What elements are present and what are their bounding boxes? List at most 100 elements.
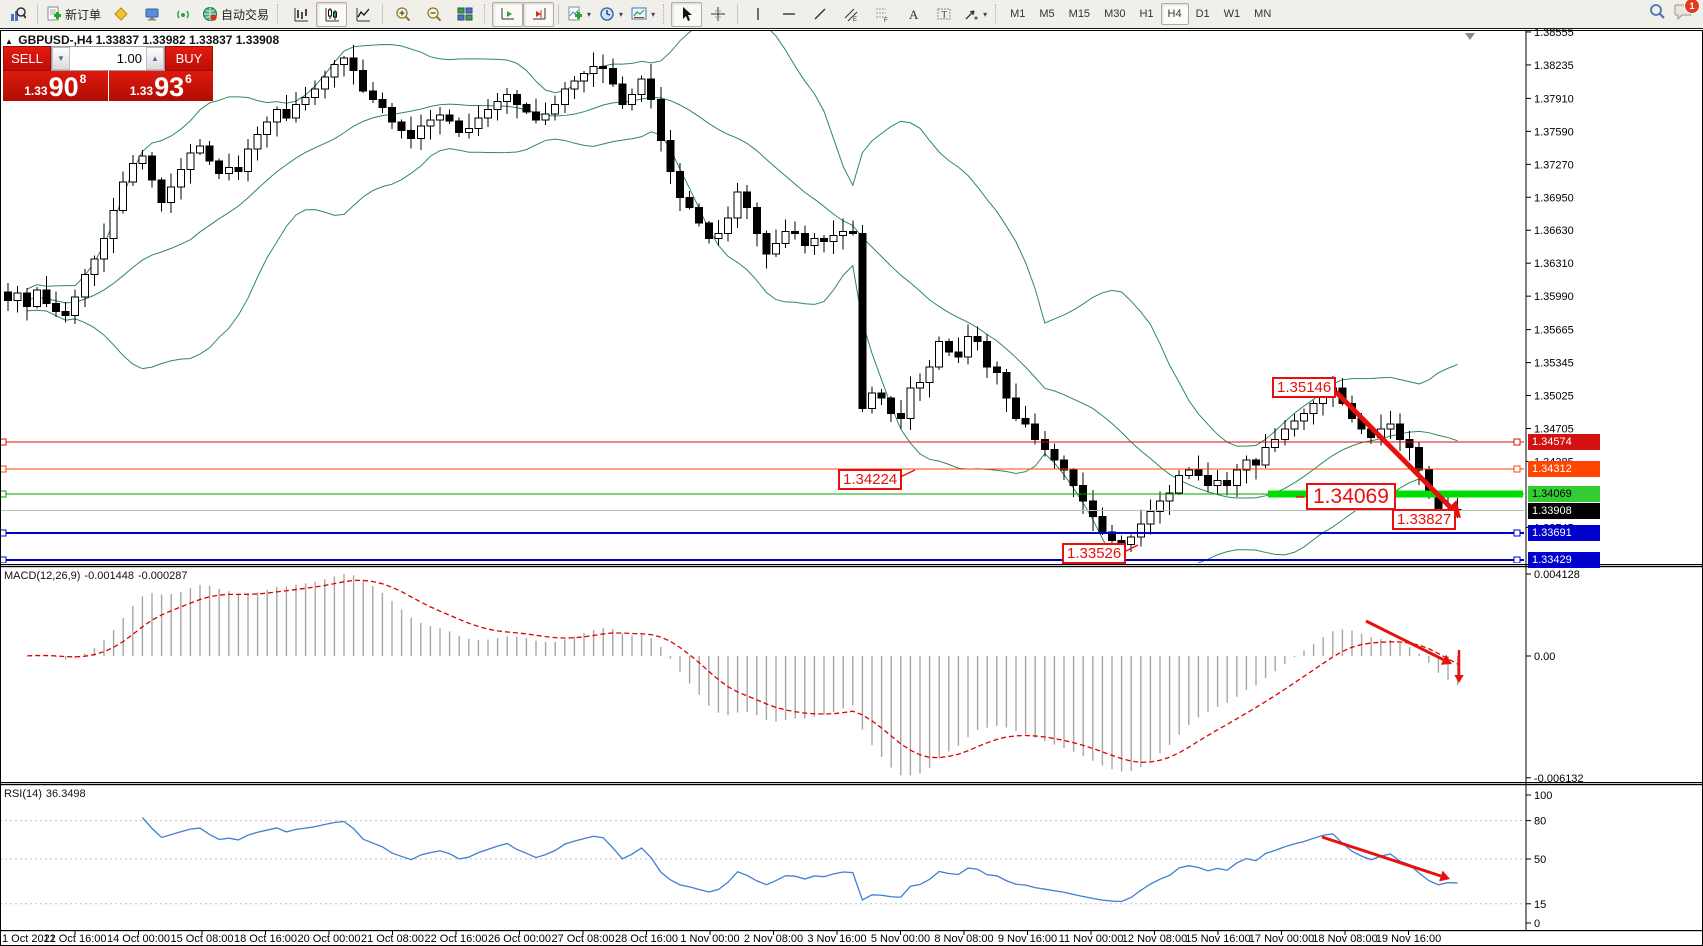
axis-badge-133691: 1.33691	[1528, 525, 1600, 541]
price-tick: 1.38555	[1534, 27, 1574, 39]
chevron-down-icon: ▾	[619, 9, 624, 19]
profile-icon	[145, 8, 159, 21]
vertical-line-tool-button[interactable]	[742, 2, 773, 27]
crosshair-tool-button[interactable]	[702, 2, 733, 27]
timeframe-d1-button[interactable]: D1	[1195, 8, 1210, 20]
timeframe-w1-button[interactable]: W1	[1223, 8, 1241, 20]
metaeditor-button[interactable]	[105, 2, 136, 27]
date-tick: 1 Nov 00:00	[680, 933, 739, 945]
auto-scroll-icon	[501, 8, 514, 20]
separator-rsi[interactable]	[0, 782, 1703, 784]
chart-shift-marker	[1465, 33, 1475, 40]
zoom-out-button[interactable]	[418, 2, 449, 27]
timeframe-h1-button[interactable]: H1	[1139, 8, 1154, 20]
horizontal-line-icon	[782, 13, 795, 15]
axis-badge-current-price: 1.33908	[1528, 503, 1600, 519]
tile-windows-button[interactable]	[449, 2, 480, 27]
chart-shift-button[interactable]	[523, 1, 555, 27]
bar-chart-button[interactable]	[285, 2, 316, 27]
separator-macd[interactable]	[0, 564, 1703, 566]
price-flag-134224[interactable]: 1.34224	[838, 469, 903, 490]
timeframe-m30-button[interactable]: M30	[1104, 8, 1126, 20]
price-tick: 1.34705	[1534, 424, 1574, 436]
arrows-tool-button[interactable]: ▾	[959, 2, 991, 27]
collapse-triangle-icon: ▲	[5, 37, 13, 46]
price-tick: 1.37910	[1534, 93, 1574, 105]
macd-label: MACD(12,26,9) -0.001448 -0.000287	[4, 570, 192, 582]
chevron-down-icon: ▾	[587, 9, 592, 19]
date-tick: 12 Oct 16:00	[44, 933, 107, 945]
cursor-tool-button[interactable]	[671, 1, 703, 27]
svg-text:F: F	[884, 18, 888, 22]
chart-ohlc-quote: 1.33837 1.33982 1.33837 1.33908	[95, 33, 280, 47]
notifications-button[interactable]: 1	[1674, 0, 1700, 25]
periods-button[interactable]: ▾	[595, 2, 627, 27]
volume-decrease-button[interactable]: ▼	[52, 47, 70, 70]
timeframe-m15-button[interactable]: M15	[1068, 8, 1091, 20]
equidistant-channel-icon: E	[844, 8, 857, 22]
rsi-tick: 80	[1534, 816, 1546, 828]
new-order-icon	[47, 6, 61, 21]
profile-button[interactable]	[136, 2, 167, 27]
trendline-tool-button[interactable]	[804, 2, 835, 27]
volume-field-group: ▼ ▲	[51, 46, 165, 71]
separator-rsi[interactable]	[0, 784, 1703, 786]
separator-macd[interactable]	[0, 566, 1703, 568]
price-tick: 1.35025	[1534, 391, 1574, 403]
rsi-tick: 100	[1534, 790, 1552, 802]
fibonacci-tool-button[interactable]: F	[866, 2, 897, 27]
candlestick-chart-button[interactable]	[316, 1, 348, 27]
price-tick: 1.38235	[1534, 60, 1574, 72]
date-tick: 5 Nov 00:00	[871, 933, 930, 945]
signals-button[interactable]	[167, 2, 198, 27]
price-flag-135146[interactable]: 1.35146	[1272, 377, 1337, 398]
horizontal-line-tool-button[interactable]	[773, 2, 804, 27]
axis-badge-134312: 1.34312	[1528, 461, 1600, 477]
timeframe-h4-button[interactable]: H4	[1160, 3, 1189, 25]
timeframe-m5-button[interactable]: M5	[1039, 8, 1055, 20]
sell-button[interactable]: SELL	[3, 46, 51, 71]
zoom-in-button[interactable]	[387, 2, 418, 27]
template-icon	[631, 7, 647, 20]
date-tick: 17 Nov 00:00	[1249, 933, 1314, 945]
toolbar: 新订单 自动交易 ▾ ▾	[0, 0, 1703, 29]
price-tick: 1.35665	[1534, 325, 1574, 337]
date-tick: 20 Oct 00:00	[298, 933, 361, 945]
timeframe-m1-button[interactable]: M1	[1010, 8, 1026, 20]
timeframe-mn-button[interactable]: MN	[1254, 8, 1272, 20]
date-tick: 3 Nov 16:00	[807, 933, 866, 945]
chart-shift-icon	[532, 8, 546, 20]
price-flag-133526[interactable]: 1.33526	[1062, 543, 1127, 564]
separator-date-axis[interactable]	[0, 930, 1703, 932]
text-tool-button[interactable]: A	[897, 2, 928, 27]
line-chart-button[interactable]	[347, 2, 378, 27]
buy-price-big: 93	[154, 72, 185, 102]
price-flag-133827[interactable]: 1.33827	[1392, 509, 1457, 530]
svg-text:A: A	[909, 7, 919, 22]
price-tick: 1.36310	[1534, 258, 1574, 270]
volume-input[interactable]	[70, 47, 146, 70]
market-watch-button[interactable]	[2, 2, 33, 27]
date-tick: 11 Nov 00:00	[1059, 933, 1124, 945]
sell-price[interactable]: 1.33 90 8	[3, 71, 108, 101]
auto-scroll-button[interactable]	[492, 1, 524, 27]
indicators-button[interactable]: ▾	[563, 2, 595, 27]
search-button[interactable]	[1649, 3, 1666, 25]
sell-price-big: 90	[48, 72, 79, 102]
channel-tool-button[interactable]: E	[835, 2, 866, 27]
text-label-icon: T	[937, 8, 951, 20]
autotrade-button[interactable]: 自动交易	[198, 2, 273, 27]
axis-badge-133429: 1.33429	[1528, 552, 1600, 568]
vertical-line-icon	[756, 8, 759, 20]
new-order-button[interactable]: 新订单	[42, 2, 105, 27]
zoom-out-icon	[426, 7, 441, 22]
buy-price[interactable]: 1.33 93 6	[108, 71, 213, 102]
price-tick: 1.36630	[1534, 225, 1574, 237]
price-flag-134069[interactable]: 1.34069	[1306, 483, 1396, 510]
text-label-tool-button[interactable]: T	[928, 2, 959, 27]
chart-title: ▲ GBPUSD-,H4 1.33837 1.33982 1.33837 1.3…	[5, 33, 279, 47]
templates-button[interactable]: ▾	[627, 2, 659, 27]
buy-button[interactable]: BUY	[165, 46, 213, 71]
volume-increase-button[interactable]: ▲	[146, 47, 164, 70]
line-chart-icon	[356, 8, 370, 22]
